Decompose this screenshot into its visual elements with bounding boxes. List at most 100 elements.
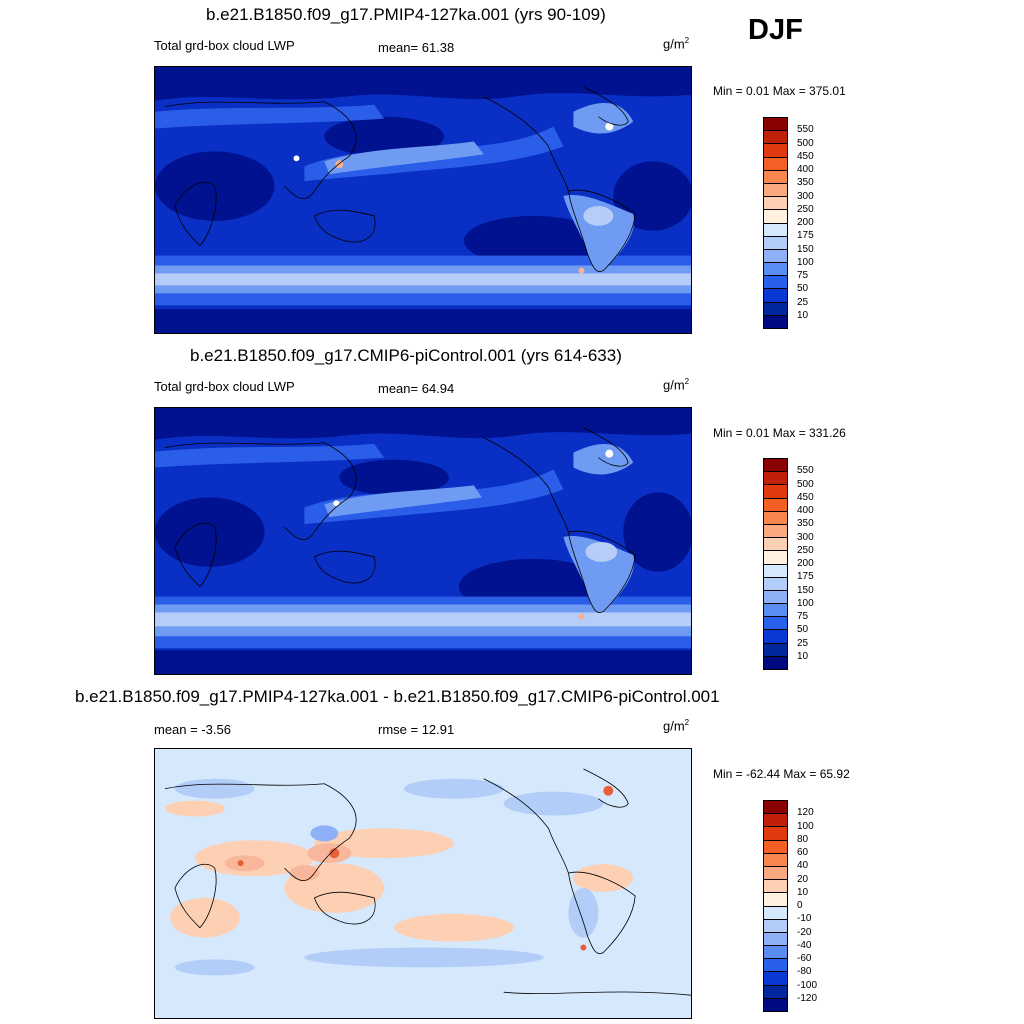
- panel1-map: [154, 66, 692, 334]
- colorbar-tick-label: 10: [797, 650, 809, 662]
- colorbar-tick-label: 10: [797, 886, 809, 898]
- colorbar-swatch: [764, 932, 787, 947]
- colorbar-tick-label: 80: [797, 833, 809, 845]
- colorbar-swatch: [764, 302, 787, 316]
- colorbar-swatch: [764, 118, 787, 132]
- colorbar-tick-label: 175: [797, 230, 814, 242]
- panel2-colorbar: [763, 458, 788, 670]
- colorbar-swatch: [764, 801, 787, 815]
- colorbar-tick-label: 100: [797, 597, 814, 609]
- colorbar-tick-label: 150: [797, 243, 814, 255]
- colorbar-tick-label: -100: [797, 979, 818, 991]
- season-label: DJF: [748, 14, 803, 46]
- colorbar-swatch: [764, 840, 787, 854]
- colorbar-swatch: [764, 236, 787, 250]
- colorbar-swatch: [764, 985, 787, 999]
- colorbar-swatch: [764, 577, 787, 591]
- panel1-units: g/m2: [663, 36, 690, 52]
- panel2-mean: mean= 64.94: [378, 381, 455, 396]
- colorbar-tick-label: 10: [797, 309, 809, 321]
- colorbar-swatch: [764, 276, 787, 290]
- colorbar-tick-label: 300: [797, 190, 814, 202]
- colorbar-swatch: [764, 617, 787, 631]
- colorbar-swatch: [764, 630, 787, 644]
- colorbar-swatch: [764, 263, 787, 277]
- colorbar-swatch: [764, 604, 787, 618]
- colorbar-tick-label: 150: [797, 584, 814, 596]
- colorbar-swatch: [764, 880, 787, 894]
- colorbar-tick-label: 75: [797, 611, 809, 622]
- colorbar-swatch: [764, 131, 787, 145]
- colorbar-tick-label: 20: [797, 873, 809, 885]
- colorbar-swatch: [764, 511, 787, 525]
- colorbar-swatch: [764, 906, 787, 920]
- colorbar-swatch: [764, 946, 787, 960]
- colorbar-swatch: [764, 814, 787, 828]
- colorbar-swatch: [764, 289, 787, 303]
- colorbar-tick-label: -20: [797, 926, 812, 938]
- panel2-variable-label: Total grd-box cloud LWP: [154, 379, 295, 394]
- colorbar-tick-label: 0: [797, 900, 803, 911]
- colorbar-swatch: [764, 170, 787, 184]
- panel1-minmax: Min = 0.01 Max = 375.01: [713, 84, 846, 98]
- panel2-minmax: Min = 0.01 Max = 331.26: [713, 426, 846, 440]
- colorbar-swatch: [764, 183, 787, 198]
- panel3-map: [154, 748, 692, 1019]
- colorbar-swatch: [764, 590, 787, 605]
- colorbar-swatch: [764, 315, 787, 328]
- colorbar-tick-label: 350: [797, 177, 814, 189]
- panel3-rmse: rmse = 12.91: [378, 722, 455, 737]
- colorbar-swatch: [764, 498, 787, 512]
- colorbar-swatch: [764, 972, 787, 986]
- colorbar-tick-label: 500: [797, 478, 814, 490]
- colorbar-tick-label: 60: [797, 847, 809, 858]
- colorbar-tick-label: 250: [797, 544, 814, 556]
- colorbar-swatch: [764, 485, 787, 499]
- colorbar-tick-label: 450: [797, 150, 814, 162]
- panel1-colorbar: [763, 117, 788, 329]
- colorbar-tick-label: 550: [797, 465, 814, 477]
- colorbar-swatch: [764, 919, 787, 933]
- colorbar-tick-label: 200: [797, 558, 814, 569]
- colorbar-swatch: [764, 564, 787, 578]
- colorbar-tick-label: 400: [797, 164, 814, 175]
- colorbar-tick-label: 50: [797, 624, 809, 636]
- panel1-variable-label: Total grd-box cloud LWP: [154, 38, 295, 53]
- colorbar-swatch: [764, 249, 787, 264]
- colorbar-swatch: [764, 866, 787, 881]
- colorbar-swatch: [764, 551, 787, 565]
- colorbar-swatch: [764, 959, 787, 973]
- panel3-colorbar: [763, 800, 788, 1012]
- colorbar-tick-label: -10: [797, 913, 812, 925]
- panel3-title: b.e21.B1850.f09_g17.PMIP4-127ka.001 - b.…: [75, 687, 720, 706]
- colorbar-tick-label: 500: [797, 137, 814, 149]
- panel1-mean: mean= 61.38: [378, 40, 455, 55]
- panel2-title: b.e21.B1850.f09_g17.CMIP6-piControl.001 …: [190, 346, 622, 365]
- colorbar-swatch: [764, 656, 787, 669]
- colorbar-swatch: [764, 472, 787, 486]
- colorbar-swatch: [764, 144, 787, 158]
- panel1-title: b.e21.B1850.f09_g17.PMIP4-127ka.001 (yrs…: [206, 5, 606, 24]
- panel2-units: g/m2: [663, 377, 690, 393]
- panel2-map: [154, 407, 692, 675]
- panel3-mean: mean = -3.56: [154, 722, 231, 737]
- colorbar-tick-label: 450: [797, 491, 814, 503]
- colorbar-tick-label: 40: [797, 860, 809, 872]
- colorbar-swatch: [764, 643, 787, 657]
- colorbar-tick-label: 75: [797, 270, 809, 281]
- colorbar-swatch: [764, 998, 787, 1011]
- colorbar-tick-label: 200: [797, 217, 814, 228]
- colorbar-tick-label: 100: [797, 256, 814, 268]
- colorbar-swatch: [764, 223, 787, 237]
- colorbar-tick-label: 100: [797, 820, 814, 832]
- colorbar-tick-label: 25: [797, 637, 809, 649]
- colorbar-swatch: [764, 827, 787, 841]
- colorbar-swatch: [764, 893, 787, 907]
- colorbar-swatch: [764, 524, 787, 539]
- panel3-units: g/m2: [663, 718, 690, 734]
- colorbar-swatch: [764, 538, 787, 552]
- colorbar-swatch: [764, 197, 787, 211]
- colorbar-tick-label: 350: [797, 518, 814, 530]
- colorbar-tick-label: 175: [797, 571, 814, 583]
